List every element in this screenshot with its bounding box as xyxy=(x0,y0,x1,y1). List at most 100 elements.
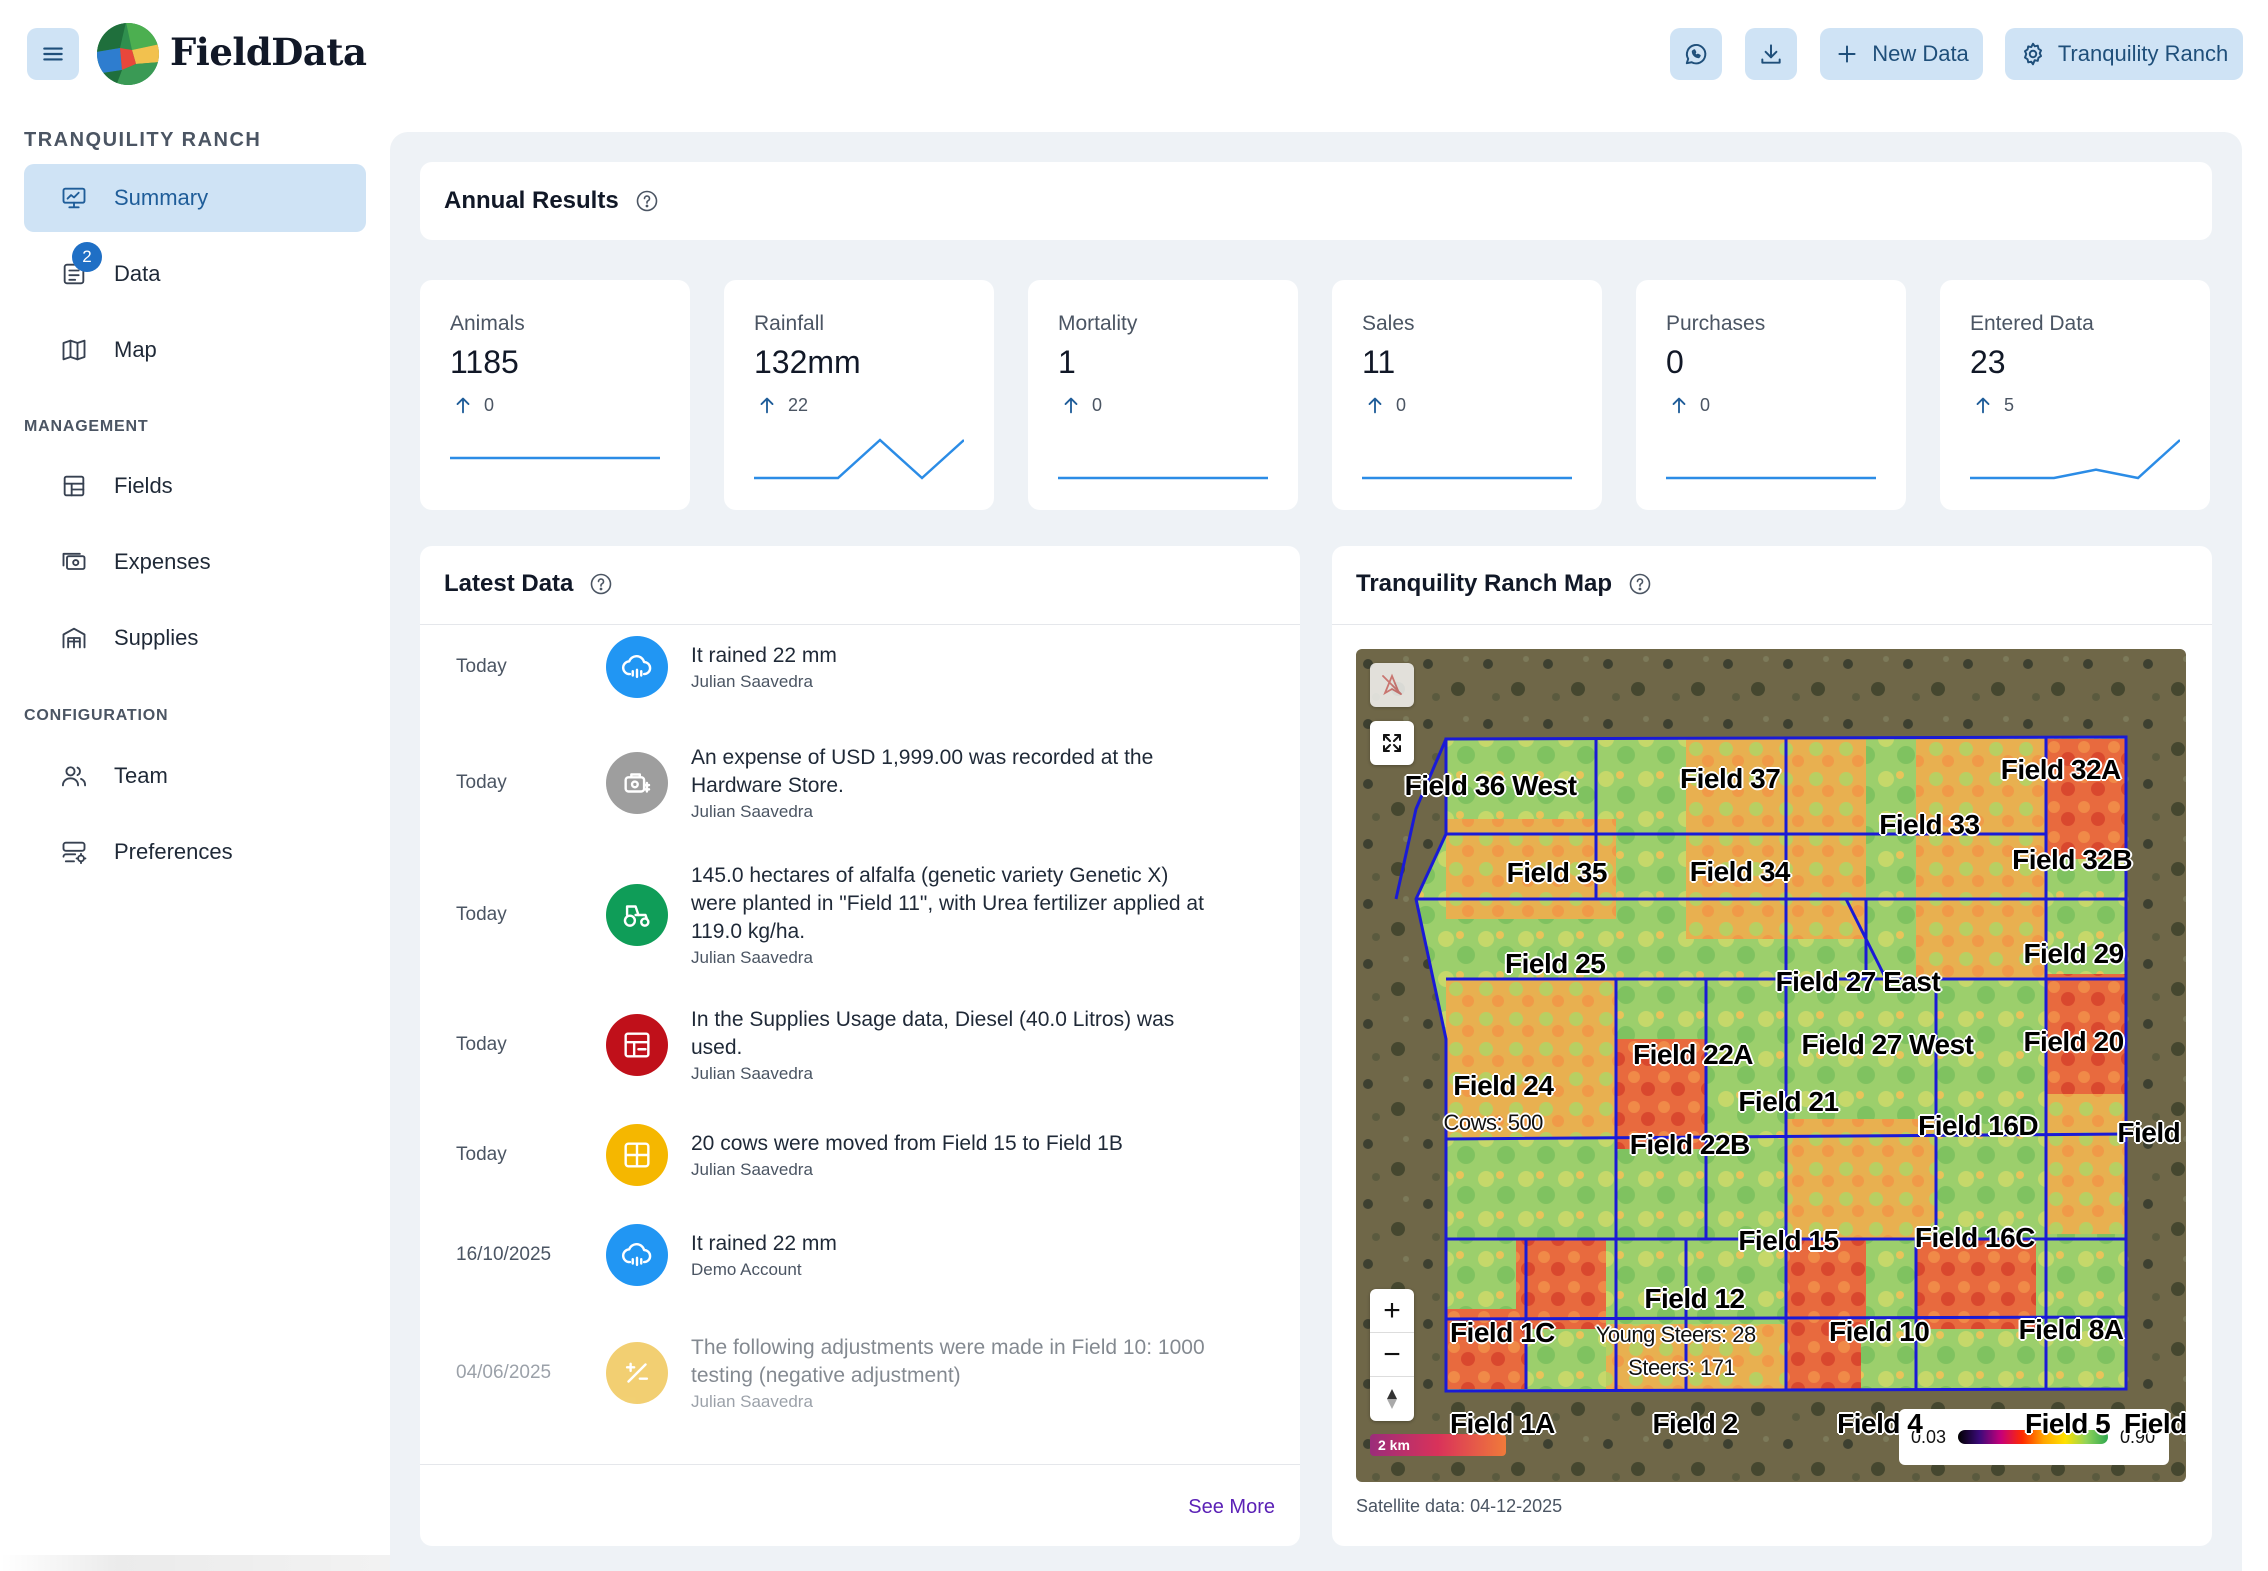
stat-value: 1185 xyxy=(450,344,519,380)
ranch-map[interactable]: + − 2 km 0.03 0.90 Field 36 West Field 37… xyxy=(1356,649,2186,1482)
feed-text-line: 145.0 hectares of alfalfa (genetic varie… xyxy=(691,864,1169,887)
sidebar-item-summary[interactable]: Summary xyxy=(24,164,366,232)
zoom-controls: + − xyxy=(1370,1289,1414,1421)
map-field-label: Field 33 xyxy=(1879,808,1980,840)
satellite-date: Satellite data: 04-12-2025 xyxy=(1356,1496,1563,1516)
stat-delta-value: 0 xyxy=(1092,394,1103,415)
stat-label: Purchases xyxy=(1666,312,1766,335)
map-field-label: Young Steers: 28 xyxy=(1595,1322,1757,1348)
feed-user: Julian Saavedra xyxy=(691,1160,813,1179)
feed-date: Today xyxy=(456,904,507,925)
feed-date: Today xyxy=(456,656,507,677)
sidebar-item-preferences[interactable]: Preferences xyxy=(24,818,366,886)
map-field-label: Field 21 xyxy=(1738,1085,1839,1117)
divider xyxy=(1332,624,2212,625)
help-icon[interactable] xyxy=(1628,572,1652,596)
arrow-up-icon xyxy=(760,397,774,414)
sidebar-item-label: Fields xyxy=(114,473,173,498)
feed-text: It rained 22 mm xyxy=(691,642,1281,670)
feed-text-line: testing (negative adjustment) xyxy=(691,1364,961,1387)
reset-north-button[interactable] xyxy=(1370,1377,1414,1421)
map-field-label: Field 27 East xyxy=(1775,965,1941,997)
map-field-label: Field 35 xyxy=(1506,857,1608,889)
stat-label: Rainfall xyxy=(754,312,825,335)
stat-label: Sales xyxy=(1362,312,1415,335)
stat-card: Animals 1185 0 xyxy=(420,280,690,510)
field-move-icon xyxy=(624,1142,650,1168)
stat-value: 11 xyxy=(1362,344,1396,380)
stat-delta: 0 xyxy=(1668,394,1710,416)
annual-results-card: Annual Results xyxy=(420,162,2212,240)
sidebar-item-supplies[interactable]: Supplies xyxy=(24,604,366,672)
rain-cloud-icon xyxy=(621,1243,652,1267)
latest-data-title: Latest Data xyxy=(444,570,574,597)
map-field-label: Field 32B xyxy=(2012,844,2133,876)
hamburger-icon xyxy=(43,47,63,61)
stat-delta-value: 22 xyxy=(788,394,809,415)
feed-text: The following adjustments were made in F… xyxy=(691,1334,1281,1390)
stat-delta-value: 0 xyxy=(1700,394,1711,415)
map-field-label: Field 1C xyxy=(1449,1317,1555,1349)
sidebar-item-fields[interactable]: Fields xyxy=(24,452,366,520)
map-icon xyxy=(62,339,86,361)
arrow-up-icon xyxy=(1976,397,1990,414)
map-field-label: Field 16D xyxy=(1918,1110,2039,1142)
stat-value: 23 xyxy=(1970,344,2006,380)
feed-text-line: 20 cows were moved from Field 15 to Fiel… xyxy=(691,1132,1123,1155)
feed-type-icon xyxy=(606,1342,668,1404)
map-field-label: Field 18 xyxy=(2117,1116,2186,1148)
feed-text-line: An expense of USD 1,999.00 was recorded … xyxy=(691,746,1154,769)
menu-toggle-button[interactable] xyxy=(27,28,79,80)
feed-text-line: It rained 22 mm xyxy=(691,1232,837,1255)
stat-sparkline xyxy=(450,456,660,460)
sidebar-item-map[interactable]: Map xyxy=(24,316,366,384)
stat-card: Sales 11 0 xyxy=(1332,280,1602,510)
help-icon[interactable] xyxy=(635,189,659,213)
feed-date: Today xyxy=(456,1144,507,1165)
sidebar-item-team[interactable]: Team xyxy=(24,742,366,810)
feed-text: 145.0 hectares of alfalfa (genetic varie… xyxy=(691,862,1281,946)
fullscreen-icon xyxy=(1383,734,1401,752)
stat-sparkline xyxy=(754,438,964,480)
zoom-out-button[interactable]: − xyxy=(1370,1333,1414,1377)
feed-text-line: 119.0 kg/ha. xyxy=(691,920,806,943)
annual-results-title: Annual Results xyxy=(444,187,619,214)
monitor-icon xyxy=(62,187,86,209)
zoom-in-button[interactable]: + xyxy=(1370,1289,1414,1333)
stat-label: Animals xyxy=(450,312,525,335)
map-field-label: Field 32A xyxy=(2000,753,2121,785)
location-off-button[interactable] xyxy=(1370,663,1414,707)
help-icon[interactable] xyxy=(589,572,613,596)
download-button[interactable] xyxy=(1745,28,1797,80)
grid-icon xyxy=(63,475,85,497)
configuration-section-title: CONFIGURATION xyxy=(24,707,169,724)
feed-user: Julian Saavedra xyxy=(691,672,813,691)
map-card: Tranquility Ranch Map xyxy=(1332,546,2212,1546)
feed-user: Julian Saavedra xyxy=(691,1064,813,1083)
sidebar-item-label: Summary xyxy=(114,185,209,210)
feed-text-line: The following adjustments were made in F… xyxy=(691,1336,1205,1359)
feed-user: Julian Saavedra xyxy=(691,948,813,967)
new-data-button[interactable]: New Data xyxy=(1820,28,1983,80)
map-field-label: Field 22A xyxy=(1633,1038,1753,1070)
fullscreen-button[interactable] xyxy=(1370,721,1414,765)
map-field-label: Field 8A xyxy=(2018,1314,2124,1346)
feed-text: 20 cows were moved from Field 15 to Fiel… xyxy=(691,1130,1281,1158)
sidebar-item-label: Supplies xyxy=(114,625,199,650)
whatsapp-button[interactable] xyxy=(1670,28,1722,80)
sidebar-item-label: Data xyxy=(114,261,161,286)
stat-delta: 0 xyxy=(452,394,494,416)
sparkline-line xyxy=(754,438,964,480)
feed-date: Today xyxy=(456,772,507,793)
sidebar-item-label: Expenses xyxy=(114,549,211,574)
sidebar: TRANQUILITY RANCH Summary 2 Data Map MAN… xyxy=(0,112,390,1571)
sidebar-item-expenses[interactable]: Expenses xyxy=(24,528,366,596)
map-field-label: Field 1A xyxy=(1449,1408,1555,1440)
ranch-settings-button[interactable]: Tranquility Ranch xyxy=(2005,28,2243,80)
see-more-link[interactable]: See More xyxy=(1188,1496,1275,1518)
arrow-up-icon xyxy=(456,397,470,414)
feed-text-line: were planted in "Field 11", with Urea fe… xyxy=(691,892,1204,915)
adjustment-icon xyxy=(625,1362,649,1383)
sidebar-item-data[interactable]: 2 Data xyxy=(24,240,366,308)
sidebar-item-label: Map xyxy=(114,337,157,362)
